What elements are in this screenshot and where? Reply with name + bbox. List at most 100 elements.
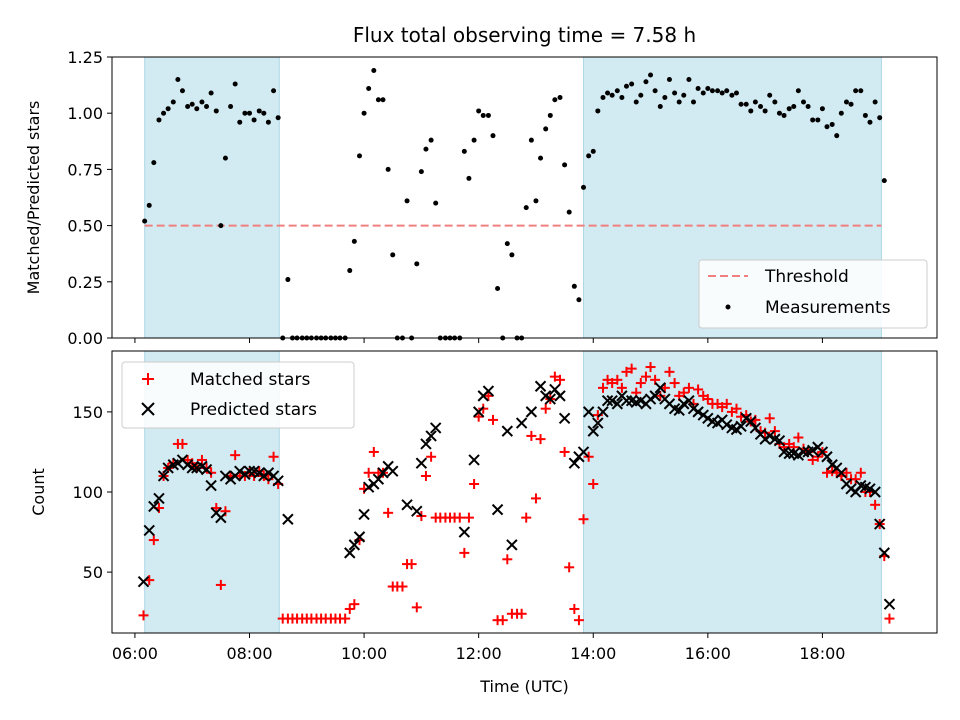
- measurement-point: [672, 90, 678, 96]
- measurement-point: [237, 119, 243, 125]
- matched-star-point: [138, 610, 149, 621]
- predicted-star-point: [162, 462, 174, 474]
- measurement-point: [414, 261, 420, 267]
- measurement-point: [285, 277, 291, 283]
- matched-star-point: [850, 474, 861, 485]
- legend-matched-swatch: [142, 373, 154, 385]
- matched-star-point: [870, 499, 881, 510]
- predicted-star-point: [611, 398, 624, 410]
- measurement-point: [772, 99, 778, 105]
- matched-star-point: [535, 434, 546, 445]
- matched-star-point: [469, 478, 480, 489]
- measurement-point: [199, 99, 205, 105]
- predicted-star-point: [544, 393, 556, 405]
- predicted-star-point: [606, 394, 618, 407]
- matched-star-point: [148, 535, 159, 546]
- measurement-point: [686, 76, 692, 82]
- predicted-star-point: [243, 465, 256, 477]
- measurement-point: [652, 88, 658, 94]
- matched-star-point: [215, 579, 226, 590]
- measurement-point: [691, 99, 697, 105]
- top-legend: Threshold Measurements: [698, 259, 928, 329]
- measurement-point: [208, 90, 214, 96]
- measurement-point: [218, 223, 224, 229]
- measurement-point: [375, 97, 381, 103]
- measurement-point: [609, 92, 615, 98]
- matched-star-point: [530, 493, 541, 504]
- matched-star-point: [612, 374, 623, 385]
- measurement-point: [404, 198, 410, 204]
- top-shaded-interval: [144, 56, 280, 339]
- bottom-matched-stars-layer: [138, 362, 895, 626]
- matched-star-point: [521, 512, 532, 523]
- matched-star-point: [363, 467, 374, 478]
- measurement-point: [834, 133, 840, 139]
- predicted-star-point: [482, 385, 495, 397]
- matched-star-point: [426, 451, 437, 462]
- top-y-axis-label: Matched/Predicted stars: [24, 101, 43, 295]
- top-y-tick-label: 0.25: [67, 273, 103, 292]
- measurement-point: [485, 112, 491, 118]
- predicted-star-point: [554, 390, 566, 402]
- top-y-tick-label: 1.00: [67, 104, 103, 123]
- measurement-point: [261, 110, 267, 116]
- legend-measurements-swatch: [725, 304, 731, 310]
- top-legend-box: [698, 259, 928, 329]
- matched-star-point: [693, 384, 704, 395]
- predicted-star-point: [525, 406, 538, 418]
- measurement-point: [366, 85, 372, 91]
- predicted-star-point: [411, 505, 423, 517]
- matched-star-point: [473, 411, 484, 422]
- bottom-x-tick-label: 12:00: [456, 644, 502, 663]
- matched-star-point: [635, 378, 646, 389]
- measurement-point: [146, 202, 152, 208]
- predicted-star-point: [272, 475, 284, 487]
- measurement-point: [471, 137, 477, 143]
- measurement-point: [776, 110, 782, 116]
- measurement-point: [862, 112, 868, 118]
- measurement-point: [590, 148, 596, 154]
- measurement-point: [877, 115, 883, 121]
- matched-star-point: [268, 451, 279, 462]
- matched-star-point: [411, 602, 422, 613]
- bottom-x-tick-label: 10:00: [341, 644, 387, 663]
- bottom-y-tick-label: 100: [72, 483, 103, 502]
- predicted-star-point: [234, 465, 246, 477]
- measurement-point: [385, 166, 391, 172]
- measurement-point: [179, 88, 185, 94]
- measurement-point: [600, 94, 606, 100]
- matched-star-point: [626, 363, 637, 374]
- measurement-point: [547, 112, 553, 118]
- measurement-point: [581, 184, 587, 190]
- measurement-point: [657, 103, 663, 109]
- top-y-tick-label: 0.00: [67, 329, 103, 348]
- predicted-star-point: [501, 425, 514, 437]
- measurement-point: [275, 115, 281, 121]
- measurement-point: [743, 101, 749, 107]
- measurement-point: [161, 110, 167, 116]
- measurement-point: [867, 119, 873, 125]
- predicted-star-point: [262, 467, 275, 479]
- matched-star-point: [368, 446, 379, 457]
- measurement-point: [614, 88, 620, 94]
- legend-matched-label: Matched stars: [190, 370, 310, 390]
- predicted-star-point: [735, 420, 747, 433]
- measurement-point: [194, 106, 200, 112]
- predicted-star-point: [592, 417, 604, 429]
- matched-star-point: [559, 446, 570, 457]
- predicted-star-point: [764, 430, 776, 442]
- predicted-star-point: [678, 398, 690, 410]
- measurement-point: [824, 124, 830, 130]
- predicted-star-point: [673, 404, 685, 416]
- measurement-point: [805, 103, 811, 109]
- predicted-star-point: [878, 547, 890, 559]
- measurement-point: [480, 112, 486, 118]
- predicted-star-point: [654, 382, 666, 394]
- predicted-star-point: [558, 412, 571, 425]
- measurement-point: [638, 92, 644, 98]
- predicted-star-point: [362, 481, 375, 493]
- matched-star-point: [483, 390, 494, 401]
- measurement-point: [853, 88, 859, 94]
- bottom-y-axis-label: Count: [29, 468, 48, 516]
- matched-star-point: [669, 378, 680, 389]
